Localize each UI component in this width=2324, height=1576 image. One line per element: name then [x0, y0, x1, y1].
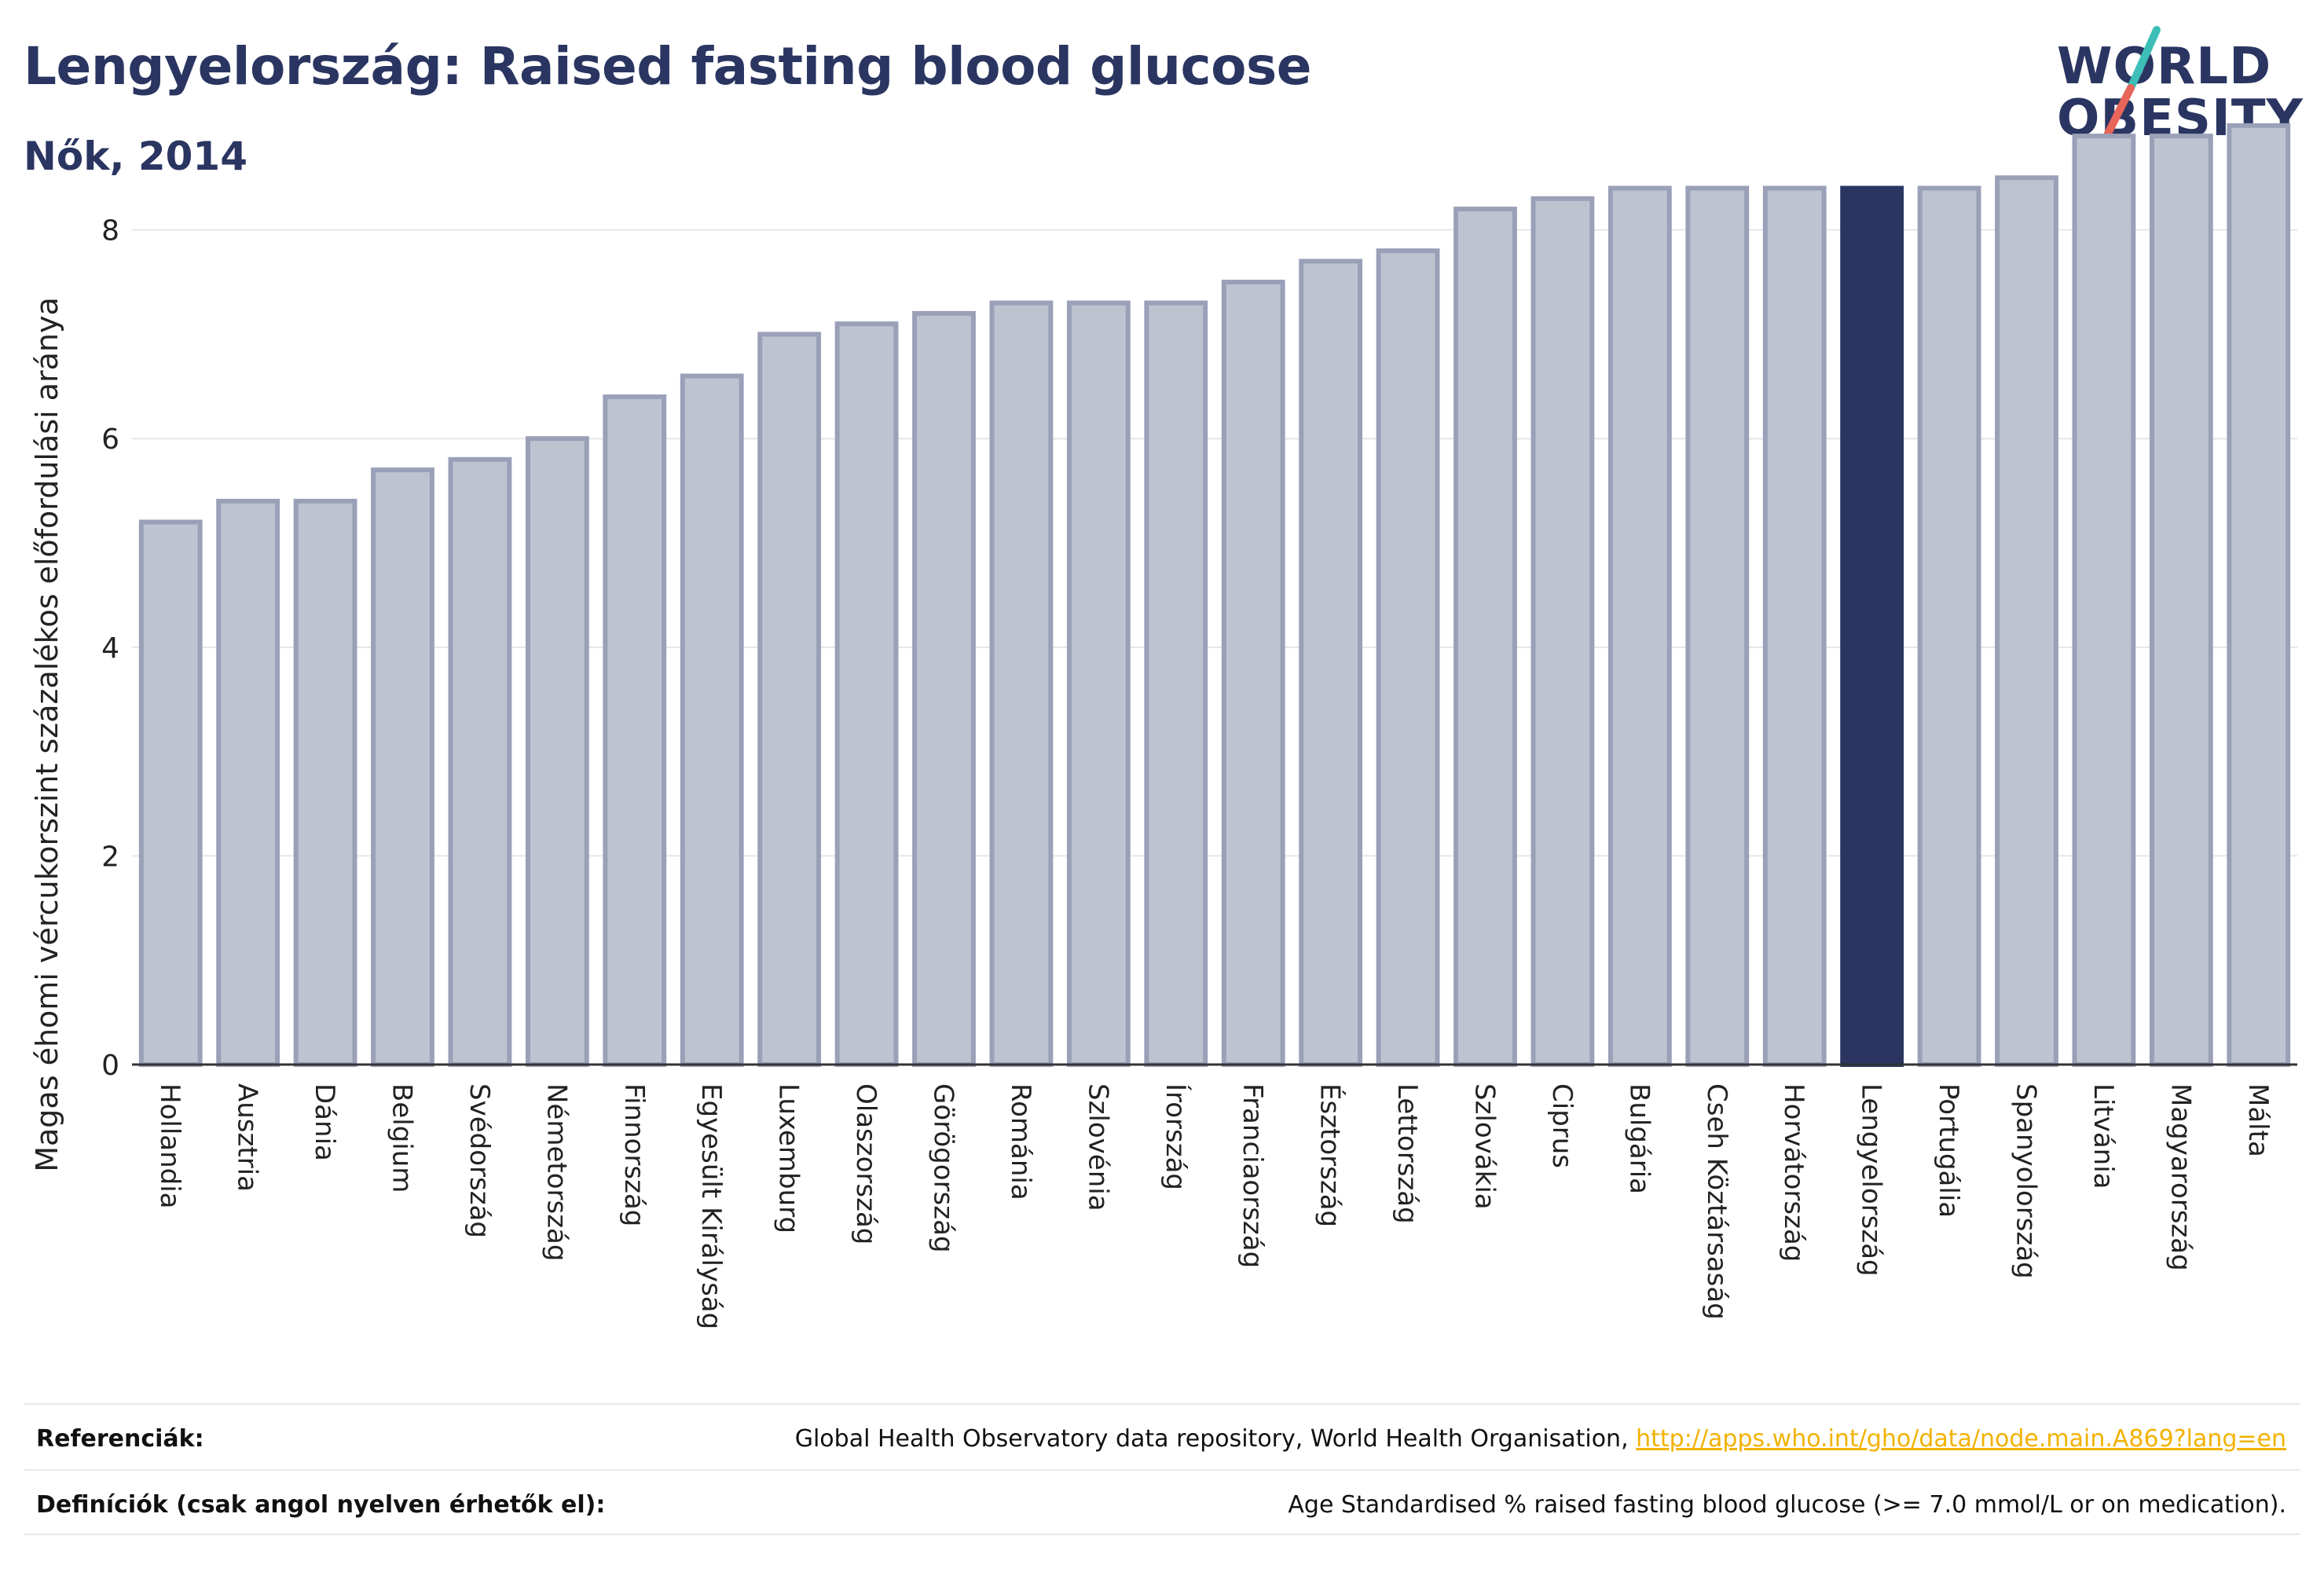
x-tick-label: Észtország	[1314, 1083, 1347, 1227]
x-tick-label: Egyesült Királyság	[695, 1083, 727, 1329]
definitions-label: Definíciók (csak angol nyelven érhetők e…	[36, 1491, 606, 1519]
bar-Finnország	[603, 394, 667, 1067]
bar-Spanyolország	[1995, 175, 2058, 1067]
bar-Olaszország	[834, 321, 899, 1068]
x-tick-label: Ausztria	[232, 1083, 263, 1192]
bar-Írország	[1144, 300, 1208, 1068]
bars	[138, 123, 2291, 1068]
bar-Románia	[989, 300, 1054, 1068]
x-tick-label: Hollandia	[154, 1083, 185, 1209]
x-tick-label: Ciprus	[1546, 1083, 1578, 1168]
bar-Bulgária	[1607, 185, 1672, 1068]
bar-Franciaország	[1221, 280, 1285, 1067]
bar-Magyarország	[2149, 134, 2213, 1067]
bar-Belgium	[371, 467, 434, 1067]
x-tick-label: Spanyolország	[2011, 1083, 2042, 1279]
x-tick-label: Lengyelország	[1856, 1083, 1887, 1277]
bar-Luxemburg	[757, 332, 822, 1067]
x-tick-label: Írország	[1160, 1083, 1192, 1190]
bar-Szlovákia	[1453, 207, 1517, 1067]
x-tick-label: Románia	[1005, 1083, 1036, 1200]
y-tick-label: 6	[101, 423, 119, 456]
bar-Görögország	[912, 310, 976, 1067]
y-tick-labels: 0 2 4 6 8	[101, 215, 119, 1082]
x-tick-label: Cseh Köztársaság	[1701, 1083, 1732, 1320]
references-source: Global Health Observatory data repositor…	[794, 1425, 1637, 1453]
x-tick-label: Horvátország	[1778, 1083, 1809, 1262]
bar-Málta	[2227, 123, 2291, 1067]
bar-chart: 0 2 4 6 8 Hollandia Ausztria Dánia Belgium Svédo…	[101, 123, 2297, 1329]
x-tick-label: Finnország	[618, 1083, 650, 1226]
y-tick-label: 8	[101, 215, 119, 247]
x-tick-label: Portugália	[1933, 1083, 1964, 1218]
bar-Egyesült Királyság	[680, 373, 744, 1067]
bar-Szlovénia	[1066, 300, 1131, 1068]
x-tick-label: Olaszország	[850, 1083, 882, 1244]
footer-divider	[24, 1403, 2300, 1405]
bar-Ausztria	[216, 498, 280, 1067]
x-tick-labels: Hollandia Ausztria Dánia Belgium Svédország N…	[154, 1083, 2274, 1329]
references-link[interactable]: http://apps.who.int/gho/data/node.main.A…	[1636, 1425, 2286, 1453]
bar-Cseh Köztársaság	[1685, 185, 1750, 1068]
y-tick-label: 2	[101, 841, 119, 873]
bar-Litvánia	[2072, 134, 2136, 1067]
logo-text-world: WORLD	[2057, 38, 2272, 96]
x-tick-label: Litvánia	[2088, 1083, 2119, 1189]
x-tick-label: Magyarország	[2165, 1083, 2196, 1271]
x-tick-label: Szlovénia	[1082, 1083, 1113, 1211]
x-tick-label: Görögország	[928, 1083, 959, 1253]
chart-subtitle: Nők, 2014	[24, 134, 248, 179]
bar-Németország	[525, 436, 589, 1067]
y-axis-label: Magas éhomi vércukorszint százalékos elő…	[30, 297, 64, 1172]
references-text: Global Health Observatory data repositor…	[795, 1425, 2286, 1453]
bar-Dánia	[293, 498, 357, 1067]
chart-title: Lengyelország: Raised fasting blood gluc…	[24, 36, 1312, 97]
bar-Észtország	[1299, 258, 1363, 1067]
footer-divider	[24, 1469, 2300, 1471]
x-tick-label: Belgium	[387, 1083, 418, 1193]
x-tick-label: Luxemburg	[773, 1083, 805, 1233]
x-tick-label: Bulgária	[1623, 1083, 1655, 1194]
y-tick-label: 0	[101, 1050, 119, 1082]
x-tick-label: Franciaország	[1237, 1083, 1268, 1268]
bar-Horvátország	[1762, 185, 1827, 1068]
x-tick-label: Szlovákia	[1469, 1083, 1501, 1210]
x-tick-label: Németország	[541, 1083, 572, 1261]
x-tick-label: Svédország	[464, 1083, 495, 1238]
footer-divider	[24, 1534, 2300, 1535]
bar-Ciprus	[1530, 196, 1595, 1068]
bar-Lettország	[1376, 248, 1440, 1067]
references-label: Referenciák:	[36, 1425, 204, 1453]
bar-Portugália	[1917, 185, 1981, 1068]
x-tick-label: Dánia	[309, 1083, 340, 1161]
x-tick-label: Málta	[2242, 1083, 2274, 1157]
x-tick-label: Lettország	[1391, 1083, 1423, 1224]
definitions-text: Age Standardised % raised fasting blood …	[1288, 1491, 2286, 1519]
bar-Svédország	[448, 456, 512, 1067]
y-tick-label: 4	[101, 632, 119, 665]
bar-Lengyelország	[1840, 185, 1904, 1068]
bar-Hollandia	[138, 519, 203, 1067]
